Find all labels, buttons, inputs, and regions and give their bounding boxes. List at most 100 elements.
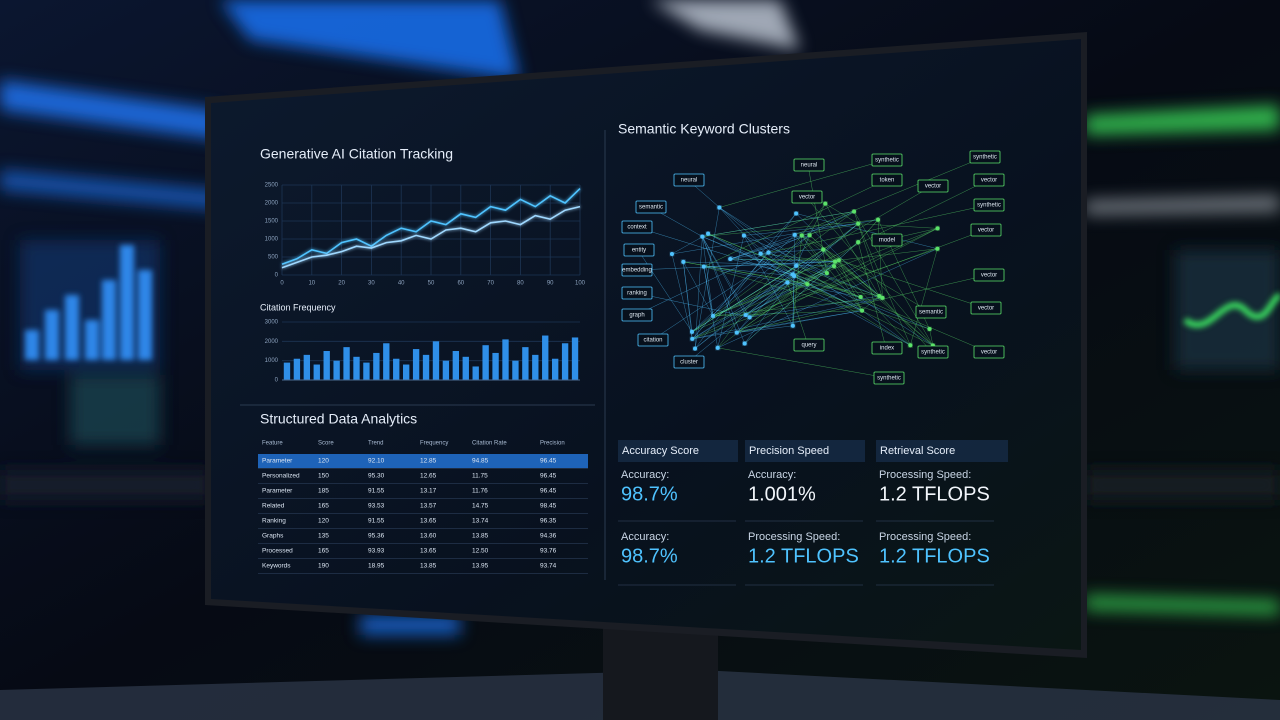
table-cell: 98.45 <box>540 503 557 510</box>
network-edge <box>702 236 745 344</box>
network-edge <box>707 233 911 346</box>
network-edge <box>858 223 938 229</box>
table-header: Precision <box>540 441 565 447</box>
network-node <box>728 257 733 262</box>
bar <box>283 362 291 380</box>
network-node <box>690 336 695 341</box>
network-edge <box>834 261 934 346</box>
network-node <box>799 233 804 238</box>
bar <box>571 337 579 380</box>
keyword-box <box>917 345 949 359</box>
stat-value: 1.2 TFLOPS <box>748 545 859 567</box>
network-node <box>693 346 698 351</box>
network-edge <box>787 282 930 330</box>
network-edge <box>730 258 836 262</box>
network-node <box>669 251 674 256</box>
network-edge <box>712 310 863 317</box>
card-header <box>876 440 1008 462</box>
network-edge <box>807 164 828 274</box>
keyword-box <box>621 286 653 300</box>
card-title: Retrieval Score <box>880 445 955 457</box>
table-cell: 13.85 <box>420 563 437 570</box>
network-node <box>821 247 826 252</box>
card-header <box>745 440 865 462</box>
table-header: Feature <box>262 441 283 447</box>
network-node <box>856 240 861 245</box>
network-edge <box>929 329 934 346</box>
network-node <box>832 264 837 269</box>
network-edge <box>787 282 809 346</box>
network-edge <box>702 219 879 237</box>
keyword-label: neural <box>801 163 818 169</box>
keyword-box <box>673 355 705 369</box>
dashboard: Generative AI Citation Tracking050010001… <box>258 121 1008 586</box>
network-edge <box>683 261 835 267</box>
keyword-box <box>793 338 825 352</box>
keyword-box <box>969 150 1001 164</box>
network-node <box>876 217 881 222</box>
bar <box>482 345 489 380</box>
table-cell: 13.17 <box>420 488 437 495</box>
table-cell: 12.85 <box>420 458 437 465</box>
network-edge <box>768 204 989 253</box>
network-edge <box>736 274 989 333</box>
network-node <box>807 233 812 238</box>
y-tick-label: 2000 <box>265 339 279 345</box>
table-cell: 13.95 <box>472 563 489 570</box>
network-node <box>742 341 747 346</box>
bar <box>313 364 320 380</box>
network-edge <box>730 234 795 260</box>
network-edge <box>683 261 693 332</box>
x-tick-label: 60 <box>457 281 464 287</box>
network-edge <box>736 310 863 333</box>
table-cell: Related <box>262 503 285 510</box>
y-tick-label: 0 <box>275 378 279 384</box>
table-title: Structured Data Analytics <box>260 411 417 427</box>
stat-label: Accuracy: <box>748 469 796 481</box>
table-cell: 93.74 <box>540 563 557 570</box>
x-tick-label: 90 <box>547 281 554 287</box>
keyword-label: vector <box>799 195 815 201</box>
table-cell: 120 <box>318 458 329 465</box>
y-tick-label: 1000 <box>265 237 279 243</box>
table-cell: 11.75 <box>472 473 488 480</box>
keyword-box <box>623 243 655 257</box>
network-edge <box>683 261 880 297</box>
table-cell: 94.36 <box>540 533 557 540</box>
bar <box>363 362 370 380</box>
bar <box>412 349 420 380</box>
bar <box>472 366 479 380</box>
network-edge <box>717 203 826 348</box>
keyword-label: entity <box>632 248 646 254</box>
keyword-label: vector <box>981 350 997 356</box>
network-edge <box>736 260 839 333</box>
table-header: Score <box>318 441 334 447</box>
keyword-label: synthetic <box>875 158 899 164</box>
table-header: Citation Rate <box>472 441 507 447</box>
bar <box>452 351 460 380</box>
network-node <box>852 209 857 214</box>
network-edge <box>768 252 883 299</box>
network-edge <box>809 235 934 346</box>
x-tick-label: 70 <box>487 281 494 287</box>
x-tick-label: 40 <box>398 281 405 287</box>
table-cell: Graphs <box>262 533 284 540</box>
keyword-label: token <box>880 178 895 184</box>
network-node <box>805 282 810 287</box>
network-edge <box>743 235 828 274</box>
network-edge <box>692 274 793 340</box>
table-cell: 91.55 <box>368 488 385 495</box>
bar <box>393 358 400 380</box>
network-node <box>860 308 865 313</box>
keyword-box <box>973 198 1005 212</box>
network-edge <box>651 235 810 341</box>
keyword-label: model <box>879 238 895 244</box>
network-title: Semantic Keyword Clusters <box>618 121 790 137</box>
network-node <box>747 315 752 320</box>
network-node <box>880 295 885 300</box>
network-node <box>792 232 797 237</box>
y-tick-label: 2000 <box>265 201 279 207</box>
network-edge <box>857 242 887 349</box>
network-node <box>790 323 795 328</box>
table-cell: 96.45 <box>540 458 557 465</box>
